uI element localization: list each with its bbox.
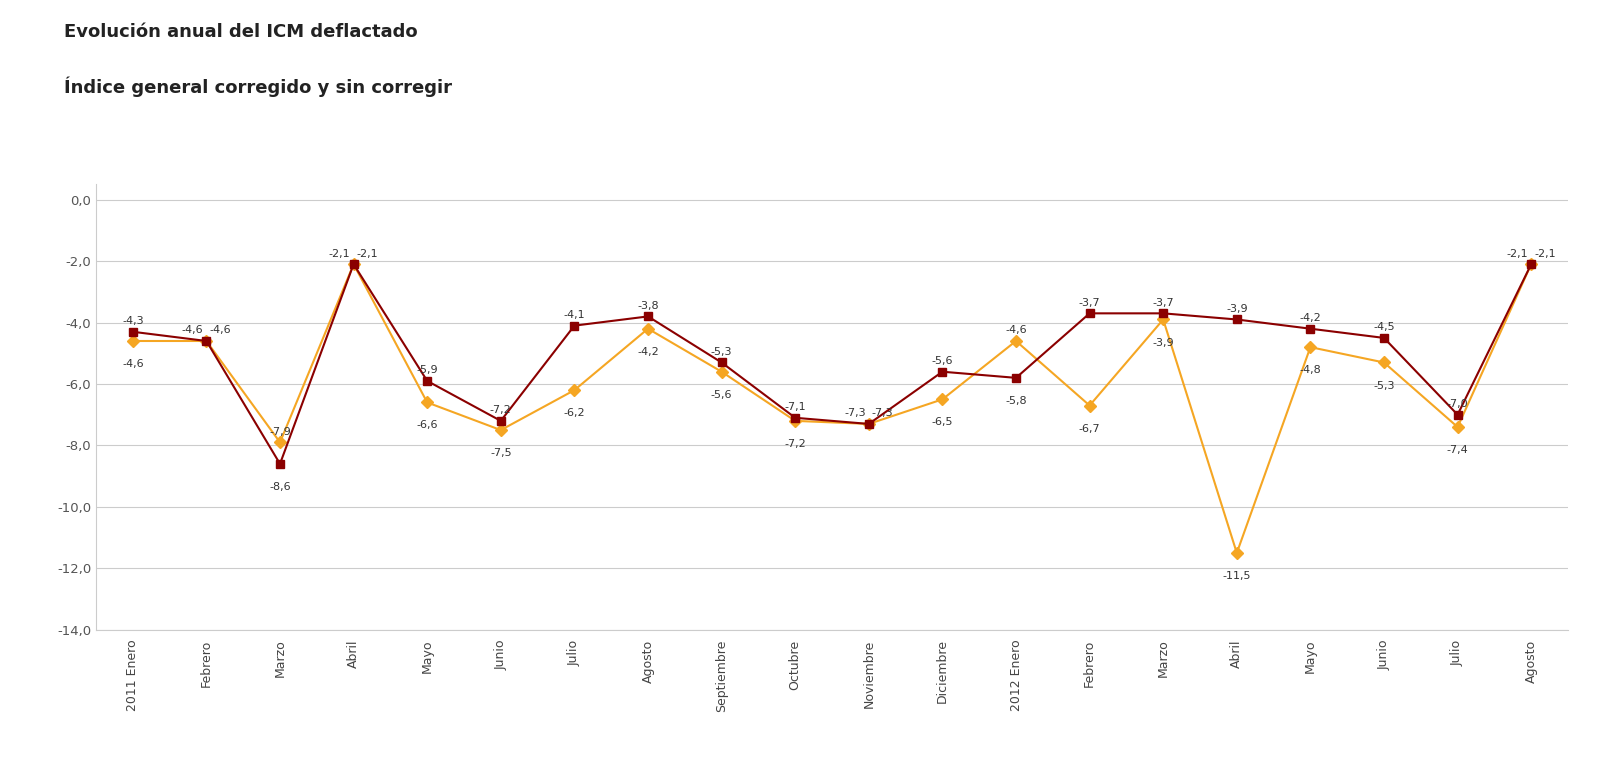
Corregido bbox=[123, 327, 142, 336]
Corregido bbox=[270, 459, 290, 468]
Text: -7,2: -7,2 bbox=[490, 406, 512, 415]
Text: -6,6: -6,6 bbox=[416, 421, 438, 431]
Text: -6,5: -6,5 bbox=[931, 418, 954, 428]
Sin corregir bbox=[933, 395, 952, 404]
Sin corregir bbox=[1522, 260, 1541, 269]
Sin corregir bbox=[491, 425, 510, 435]
Text: -7,9: -7,9 bbox=[269, 427, 291, 437]
Text: -5,6: -5,6 bbox=[931, 356, 954, 366]
Text: -2,1: -2,1 bbox=[357, 249, 378, 259]
Corregido bbox=[1080, 309, 1099, 318]
Text: Evolución anual del ICM deflactado: Evolución anual del ICM deflactado bbox=[64, 23, 418, 41]
Sin corregir bbox=[1374, 358, 1394, 367]
Sin corregir bbox=[123, 336, 142, 346]
Text: -4,6: -4,6 bbox=[210, 326, 230, 336]
Text: -3,8: -3,8 bbox=[637, 301, 659, 311]
Corregido bbox=[491, 416, 510, 425]
Text: -8,6: -8,6 bbox=[269, 482, 291, 492]
Text: -2,1: -2,1 bbox=[330, 249, 350, 259]
Corregido bbox=[1227, 315, 1246, 324]
Text: -7,0: -7,0 bbox=[1446, 399, 1469, 409]
Text: -3,9: -3,9 bbox=[1152, 338, 1174, 348]
Sin corregir bbox=[1301, 343, 1320, 352]
Text: -7,3: -7,3 bbox=[872, 409, 893, 419]
Sin corregir bbox=[786, 416, 805, 425]
Corregido bbox=[712, 358, 731, 367]
Text: -5,8: -5,8 bbox=[1005, 396, 1027, 406]
Corregido bbox=[1448, 410, 1467, 419]
Text: -4,6: -4,6 bbox=[122, 359, 144, 369]
Corregido bbox=[344, 260, 363, 269]
Corregido bbox=[933, 367, 952, 376]
Text: -7,5: -7,5 bbox=[490, 449, 512, 458]
Corregido bbox=[1006, 373, 1026, 382]
Text: -3,9: -3,9 bbox=[1226, 304, 1248, 314]
Text: -5,3: -5,3 bbox=[710, 347, 733, 357]
Text: -5,3: -5,3 bbox=[1373, 381, 1395, 391]
Sin corregir bbox=[1227, 548, 1246, 558]
Sin corregir bbox=[712, 367, 731, 376]
Sin corregir bbox=[1154, 315, 1173, 324]
Text: Índice general corregido y sin corregir: Índice general corregido y sin corregir bbox=[64, 77, 453, 98]
Corregido bbox=[859, 419, 878, 429]
Corregido bbox=[1374, 333, 1394, 343]
Text: -4,2: -4,2 bbox=[1299, 313, 1322, 323]
Corregido bbox=[1154, 309, 1173, 318]
Sin corregir bbox=[1006, 336, 1026, 346]
Text: -11,5: -11,5 bbox=[1222, 571, 1251, 581]
Corregido bbox=[565, 321, 584, 330]
Text: -2,1: -2,1 bbox=[1534, 249, 1555, 259]
Line: Corregido: Corregido bbox=[128, 260, 1536, 468]
Corregido bbox=[638, 312, 658, 321]
Corregido bbox=[1301, 324, 1320, 333]
Text: -6,2: -6,2 bbox=[563, 409, 586, 419]
Text: -4,5: -4,5 bbox=[1373, 323, 1395, 333]
Text: -7,3: -7,3 bbox=[845, 409, 866, 419]
Text: -4,1: -4,1 bbox=[563, 310, 586, 320]
Sin corregir bbox=[270, 438, 290, 447]
Corregido bbox=[418, 376, 437, 386]
Corregido bbox=[1522, 260, 1541, 269]
Text: -4,8: -4,8 bbox=[1299, 366, 1322, 376]
Line: Sin corregir: Sin corregir bbox=[128, 260, 1536, 557]
Text: -7,4: -7,4 bbox=[1446, 445, 1469, 455]
Sin corregir bbox=[1080, 401, 1099, 410]
Sin corregir bbox=[565, 386, 584, 395]
Text: -4,2: -4,2 bbox=[637, 347, 659, 357]
Text: -7,1: -7,1 bbox=[784, 402, 806, 412]
Corregido bbox=[786, 413, 805, 422]
Text: -4,3: -4,3 bbox=[122, 316, 144, 326]
Text: -6,7: -6,7 bbox=[1078, 424, 1101, 434]
Text: -3,7: -3,7 bbox=[1078, 298, 1101, 308]
Text: -5,9: -5,9 bbox=[416, 366, 438, 376]
Text: -4,6: -4,6 bbox=[1005, 326, 1027, 336]
Text: -2,1: -2,1 bbox=[1507, 249, 1528, 259]
Corregido bbox=[197, 336, 216, 346]
Sin corregir bbox=[859, 419, 878, 429]
Sin corregir bbox=[1448, 422, 1467, 432]
Sin corregir bbox=[344, 260, 363, 269]
Text: -7,2: -7,2 bbox=[784, 439, 806, 449]
Text: -5,6: -5,6 bbox=[710, 390, 733, 400]
Sin corregir bbox=[197, 336, 216, 346]
Sin corregir bbox=[418, 398, 437, 407]
Text: -4,6: -4,6 bbox=[182, 326, 203, 336]
Sin corregir bbox=[638, 324, 658, 333]
Text: -3,7: -3,7 bbox=[1152, 298, 1174, 308]
